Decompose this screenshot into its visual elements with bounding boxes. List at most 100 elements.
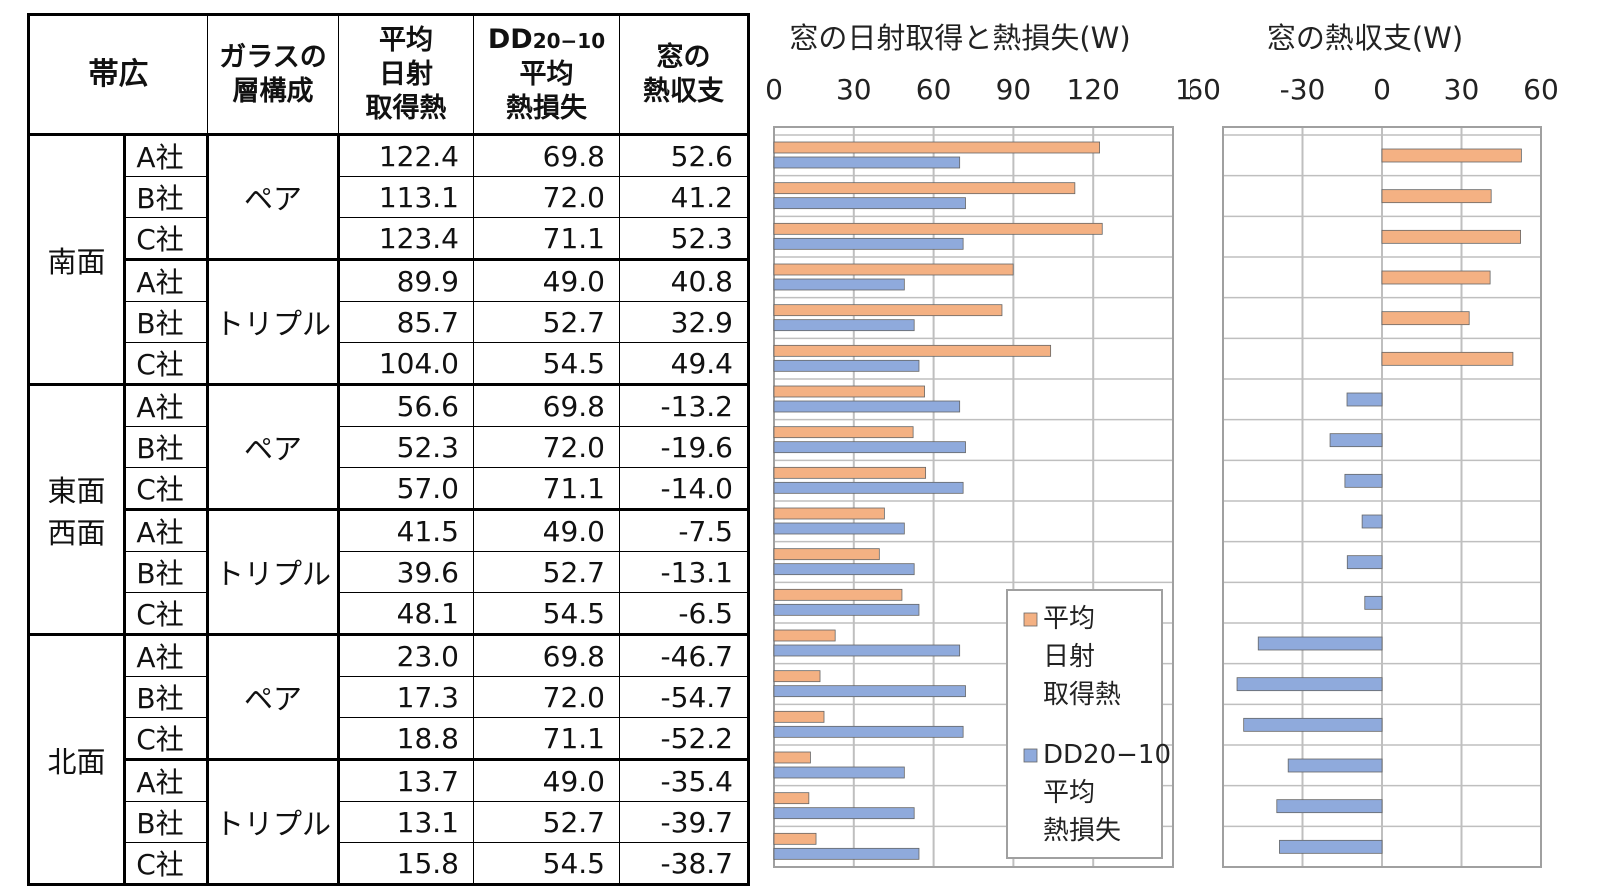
header-loss-line2: 平均 <box>519 59 574 90</box>
loss-cell: 71.1 <box>473 217 620 260</box>
loss-bar <box>773 197 966 210</box>
net-bar <box>1381 311 1470 326</box>
legend-swatch-solar <box>1023 612 1038 627</box>
x-tick-label: -60 <box>1190 73 1221 106</box>
x-tick-label: 30 <box>836 73 872 106</box>
solar-cell: 13.7 <box>338 759 474 802</box>
net-cell: 52.6 <box>619 134 749 177</box>
table-row: B社 17.3 72.0 -54.7 <box>29 676 749 718</box>
loss-bar <box>773 644 961 657</box>
chart-title: 窓の熱収支(W) <box>1267 21 1463 55</box>
solar-cell: 39.6 <box>338 551 474 593</box>
company-cell: C社 <box>124 342 209 385</box>
table-row: B社 39.6 52.7 -13.1 <box>29 551 749 593</box>
face-label: 東面 <box>47 473 106 508</box>
header-loss: DD20−10 平均 熱損失 <box>473 14 620 136</box>
face-eastwest: 東面 西面 <box>28 383 126 635</box>
solar-bar <box>773 182 1076 195</box>
loss-bar <box>773 400 961 413</box>
loss-bar <box>773 603 920 616</box>
header-region: 帯広 <box>28 14 208 136</box>
solar-bar <box>773 751 811 764</box>
net-cell: -38.7 <box>619 842 749 885</box>
net-bar <box>1346 392 1383 407</box>
solar-cell: 23.0 <box>338 633 474 677</box>
loss-cell: 69.8 <box>473 134 620 177</box>
solar-bar <box>773 832 817 845</box>
table-row: A社 トリプル 41.5 49.0 -7.5 <box>28 508 749 635</box>
solar-bar <box>773 548 880 561</box>
x-tick-label: 120 <box>1066 73 1119 106</box>
glass-type-cell: トリプル <box>207 508 340 635</box>
loss-cell: 54.5 <box>473 592 620 635</box>
net-bar <box>1279 839 1383 854</box>
loss-bar <box>773 237 964 250</box>
company-cell: A社 <box>124 509 209 552</box>
loss-bar <box>773 563 915 576</box>
solar-cell: 13.1 <box>338 801 474 843</box>
net-bar <box>1364 595 1383 610</box>
net-bar <box>1381 229 1521 244</box>
net-bar <box>1361 514 1383 529</box>
solar-bar <box>773 466 927 479</box>
company-cell: C社 <box>124 217 209 260</box>
loss-bar <box>773 847 920 860</box>
x-tick-label: 30 <box>1444 73 1480 106</box>
solar-cell: 52.3 <box>338 426 474 468</box>
table-row: B社 52.3 72.0 -19.6 <box>29 426 749 468</box>
net-cell: 40.8 <box>619 259 749 302</box>
table-row: C社 104.0 54.5 49.4 <box>29 342 749 385</box>
solar-bar <box>773 710 825 723</box>
legend-label: DD20−10 <box>1043 740 1171 770</box>
net-cell: -39.7 <box>619 801 749 843</box>
net-cell: -35.4 <box>619 759 749 802</box>
solar-cell: 123.4 <box>338 217 474 260</box>
solar-bar <box>773 222 1103 235</box>
face-label: 南面 <box>47 244 106 279</box>
table-row: C社 123.4 71.1 52.3 <box>29 217 749 260</box>
solar-bar <box>773 385 925 398</box>
company-cell: C社 <box>124 467 209 510</box>
loss-cell: 69.8 <box>473 633 620 677</box>
net-cell: 41.2 <box>619 176 749 218</box>
loss-cell: 52.7 <box>473 551 620 593</box>
data-table: 帯広 ガラスの 層構成 平均 日射 取得熱 DD20−10 平均 熱損失 窓の … <box>27 13 750 886</box>
header-glass-line2: 層構成 <box>232 75 314 107</box>
loss-cell: 54.5 <box>473 842 620 885</box>
glass-type-cell: ペア <box>207 134 340 260</box>
x-tick-label: 90 <box>996 73 1032 106</box>
net-bar <box>1344 473 1383 488</box>
solar-cell: 89.9 <box>338 259 474 302</box>
solar-bar <box>773 792 810 805</box>
header-glass: ガラスの 層構成 <box>207 14 339 136</box>
solar-cell: 56.6 <box>338 383 474 427</box>
solar-cell: 15.8 <box>338 842 474 885</box>
loss-bar <box>773 522 905 535</box>
solar-bar <box>773 426 914 439</box>
plot-frame <box>773 126 1174 868</box>
legend-label: 熱損失 <box>1043 816 1121 846</box>
x-tick-label: 150 <box>1175 73 1190 106</box>
legend-label: 日射 <box>1043 642 1095 672</box>
net-bar <box>1243 717 1383 732</box>
company-cell: B社 <box>124 551 209 593</box>
glass-type-cell: トリプル <box>207 258 340 385</box>
header-solar-line2: 日射 <box>379 58 433 90</box>
net-bar <box>1257 636 1383 651</box>
header-loss-sub: 20−10 <box>532 29 606 53</box>
loss-cell: 52.7 <box>473 301 620 343</box>
loss-bar <box>773 156 961 169</box>
loss-cell: 49.0 <box>473 259 620 302</box>
loss-cell: 69.8 <box>473 383 620 427</box>
table-row: C社 57.0 71.1 -14.0 <box>29 467 749 510</box>
table-row: C社 15.8 54.5 -38.7 <box>29 842 749 885</box>
net-cell: -19.6 <box>619 426 749 468</box>
x-tick-label: 60 <box>916 73 952 106</box>
net-cell: -13.2 <box>619 383 749 427</box>
table-row: A社 トリプル 89.9 49.0 40.8 <box>28 258 749 385</box>
company-cell: B社 <box>124 801 209 843</box>
solar-bar <box>773 588 903 601</box>
net-balance-chart: 窓の熱収支(W) -60 -30 0 30 60 <box>1190 21 1559 868</box>
loss-cell: 49.0 <box>473 759 620 802</box>
company-cell: B社 <box>124 426 209 468</box>
